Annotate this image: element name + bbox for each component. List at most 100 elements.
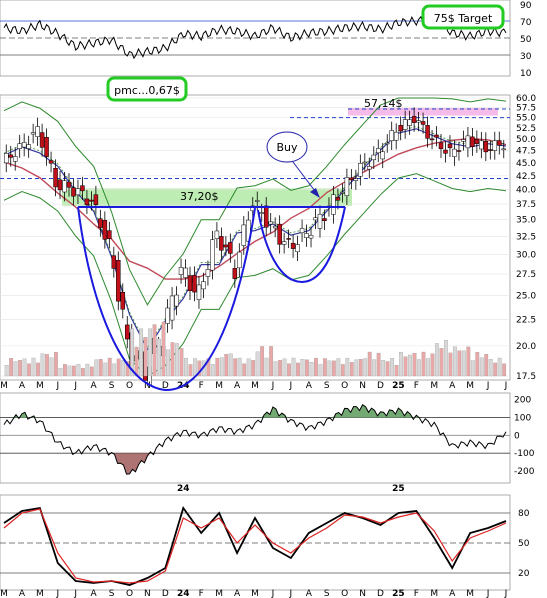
stoch-x-tick: A [91, 589, 98, 598]
volume-bar [175, 343, 179, 377]
candle-body [219, 236, 224, 251]
price-x-tick: M [430, 381, 438, 391]
stoch-x-tick: O [341, 589, 348, 598]
candle-body [272, 225, 278, 229]
candle-body [367, 166, 372, 170]
candle-body [80, 185, 85, 192]
volume-bar [94, 359, 99, 377]
volume-bar [421, 351, 426, 377]
candle-body [492, 140, 498, 151]
price-x-tick: M [251, 381, 259, 391]
volume-bar [197, 360, 202, 377]
volume-bar [488, 359, 493, 377]
price-panel-frame [0, 94, 511, 381]
price-tick-label: 35.0 [516, 216, 536, 226]
candle-body [398, 125, 403, 132]
volume-bar [448, 352, 453, 377]
volume-bar [390, 358, 395, 377]
candle-body [268, 221, 273, 225]
stoch-x-tick: J [271, 589, 275, 598]
stoch-x-tick: F [414, 589, 419, 598]
stoch-x-tick: N [144, 589, 151, 598]
volume-bar [269, 346, 273, 377]
candle-body [313, 217, 318, 221]
volume-bar [139, 328, 144, 377]
stoch-x-tick: J [55, 589, 59, 598]
stoch-x-tick: A [19, 589, 26, 598]
cci-x-tick: 25 [392, 484, 405, 494]
stoch-tick-label: 80 [518, 509, 530, 519]
candle-body [497, 140, 502, 146]
price-tick-label: 52.5 [516, 124, 536, 134]
candle-body [443, 149, 448, 154]
price-tick-label: 27.5 [516, 270, 536, 280]
volume-bar [502, 363, 507, 377]
candle-body [214, 230, 220, 240]
volume-panel [4, 321, 507, 377]
stoch-x-tick: O [126, 589, 133, 598]
price-tick-label: 60.0 [516, 94, 536, 104]
candle-body [120, 291, 126, 310]
volume-bar [27, 363, 31, 377]
volume-bar [358, 359, 363, 377]
volume-bar [76, 364, 81, 377]
candle-body [420, 121, 426, 125]
volume-bar [54, 351, 58, 377]
candle-body [295, 244, 300, 253]
candle-body [12, 156, 18, 162]
candle-body [192, 274, 197, 293]
candle-body [465, 135, 471, 149]
stoch-x-tick: 25 [392, 589, 405, 598]
candle-body [380, 151, 385, 160]
volume-bar [367, 351, 372, 377]
target-box [421, 4, 505, 30]
price-x-tick: J [486, 381, 490, 391]
candle-body [21, 142, 27, 148]
price-tick-label: 50.0 [516, 135, 536, 145]
price-x-tick: 25 [392, 381, 405, 391]
candle-body [416, 120, 421, 123]
pmc-box [106, 76, 188, 102]
volume-bar [192, 358, 197, 377]
stochastic-panel: 20 50 80 [0, 505, 530, 586]
volume-bar [466, 346, 471, 377]
candle-body [474, 139, 480, 144]
volume-bar [354, 359, 359, 377]
candle-body [254, 200, 260, 202]
candle-body [452, 148, 457, 157]
volume-bar [475, 351, 480, 377]
price-x-tick: N [359, 381, 366, 391]
price-x-tick: S [109, 381, 115, 391]
candle-body [389, 130, 394, 141]
volume-bar [497, 357, 502, 377]
volume-bar [85, 363, 90, 377]
stoch-x-tick: 24 [177, 589, 190, 598]
volume-bar [233, 358, 238, 377]
volume-bar [461, 350, 466, 377]
volume-bar [399, 352, 403, 377]
price-x-tick: D [162, 381, 169, 391]
stoch-x-tick: F [199, 589, 204, 598]
candle-body [205, 269, 211, 277]
volume-bar [121, 360, 126, 377]
price-x-tick: J [271, 381, 275, 391]
ma-slow-line [3, 137, 507, 280]
candle-body [331, 194, 336, 215]
price-x-tick: A [306, 381, 313, 391]
candle-body [210, 239, 215, 271]
volume-bar [36, 362, 40, 377]
pmc-label: pmc...0,67$ [114, 84, 180, 97]
volume-bar [452, 346, 457, 377]
volume-bar [237, 357, 242, 377]
buy-label: Buy [276, 141, 298, 154]
volume-bar [116, 358, 121, 377]
volume-bar [22, 358, 27, 377]
volume-bar [372, 359, 377, 377]
stoch-x-tick: J [289, 589, 293, 598]
price-tick-label: 37.5 [516, 200, 536, 210]
volume-bar [63, 364, 67, 377]
volume-bar [322, 358, 327, 377]
candle-body [349, 177, 354, 181]
stoch-x-tick: A [306, 589, 313, 598]
candle-body [48, 160, 54, 164]
